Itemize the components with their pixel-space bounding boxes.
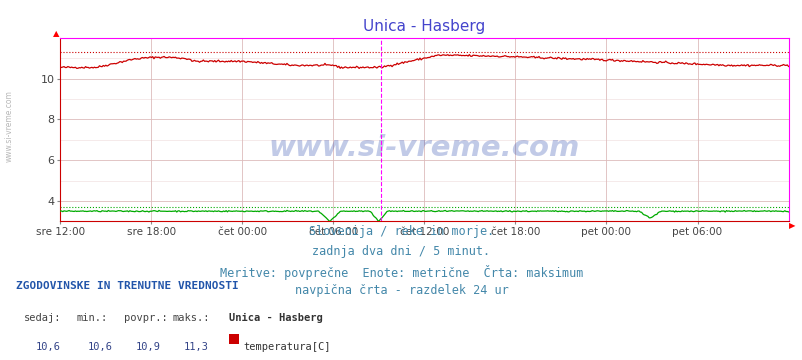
- Text: Meritve: povprečne  Enote: metrične  Črta: maksimum: Meritve: povprečne Enote: metrične Črta:…: [220, 265, 582, 280]
- Text: min.:: min.:: [76, 313, 107, 323]
- Text: www.si-vreme.com: www.si-vreme.com: [269, 134, 579, 162]
- Text: Slovenija / reke in morje.: Slovenija / reke in morje.: [309, 225, 493, 238]
- Text: 11,3: 11,3: [184, 342, 209, 352]
- Text: ZGODOVINSKE IN TRENUTNE VREDNOSTI: ZGODOVINSKE IN TRENUTNE VREDNOSTI: [16, 281, 238, 291]
- Text: ▲: ▲: [53, 29, 59, 38]
- Text: sedaj:: sedaj:: [24, 313, 62, 323]
- Text: navpična črta - razdelek 24 ur: navpična črta - razdelek 24 ur: [294, 284, 508, 297]
- Text: Unica - Hasberg: Unica - Hasberg: [229, 313, 322, 323]
- Text: ▶: ▶: [788, 221, 795, 230]
- Text: 10,9: 10,9: [136, 342, 160, 352]
- Text: zadnja dva dni / 5 minut.: zadnja dva dni / 5 minut.: [312, 245, 490, 258]
- Text: maks.:: maks.:: [172, 313, 210, 323]
- Text: temperatura[C]: temperatura[C]: [243, 342, 330, 352]
- Title: Unica - Hasberg: Unica - Hasberg: [363, 19, 485, 34]
- Text: 10,6: 10,6: [87, 342, 112, 352]
- Text: www.si-vreme.com: www.si-vreme.com: [5, 90, 14, 162]
- Text: 10,6: 10,6: [35, 342, 60, 352]
- Text: povpr.:: povpr.:: [124, 313, 168, 323]
